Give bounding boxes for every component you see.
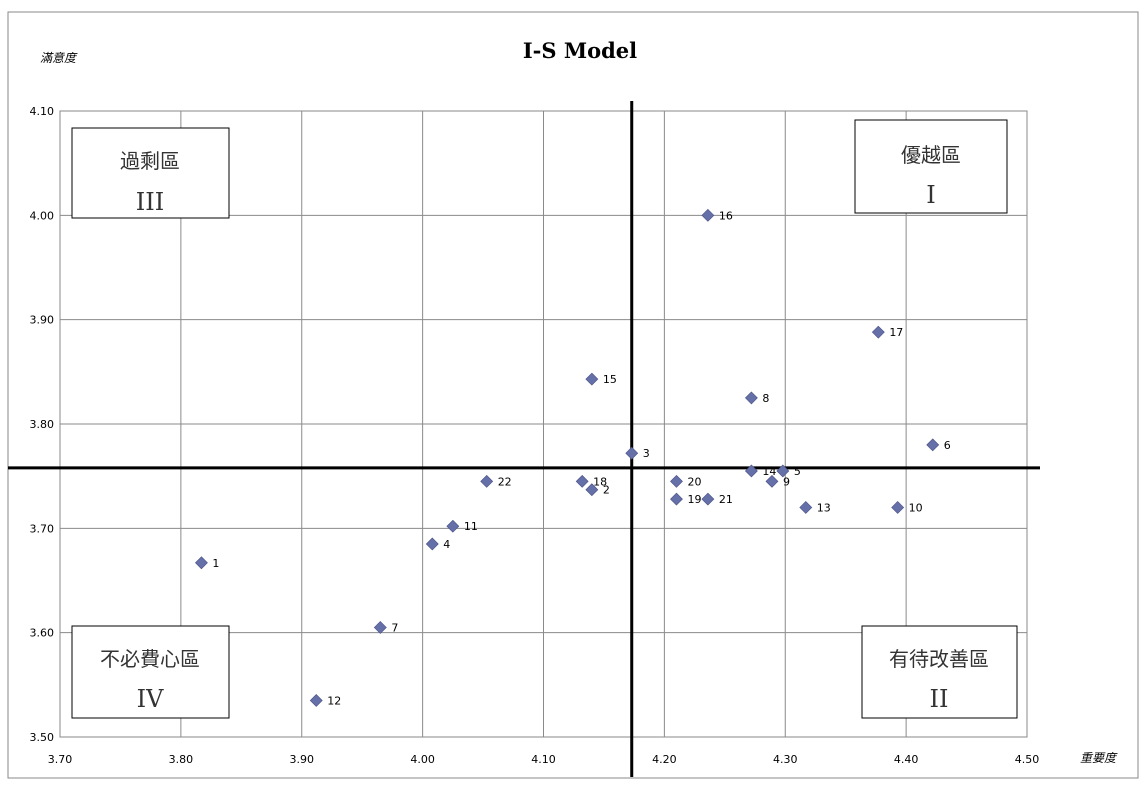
data-label-15: 15 [603, 373, 617, 386]
quadrant-name: 不必費心區 [100, 647, 200, 671]
data-point-9 [765, 474, 779, 488]
x-tick-label: 3.70 [48, 753, 73, 766]
x-tick-label: 4.10 [531, 753, 556, 766]
data-label-18: 18 [593, 475, 607, 488]
x-tick-label: 4.50 [1015, 753, 1040, 766]
data-label-16: 16 [719, 209, 733, 222]
data-point-11 [446, 519, 460, 533]
data-point-19 [670, 492, 683, 506]
data-label-14: 14 [762, 465, 776, 478]
x-tick-label: 4.20 [652, 753, 677, 766]
data-point-1 [194, 556, 208, 570]
data-label-19: 19 [687, 493, 701, 506]
data-point-8 [744, 391, 758, 405]
data-label-7: 7 [391, 621, 398, 634]
x-tick-label: 3.90 [290, 753, 315, 766]
y-axis-label: 滿意度 [40, 51, 78, 65]
data-label-5: 5 [794, 465, 801, 478]
x-tick-label: 4.40 [894, 753, 919, 766]
data-label-22: 22 [498, 475, 512, 488]
x-tick-label: 4.30 [773, 753, 798, 766]
quadrant-box-unnecessary: 不必費心區 IV [71, 625, 230, 719]
quadrant-name: 有待改善區 [889, 647, 989, 671]
data-point-16 [701, 208, 715, 222]
data-label-9: 9 [783, 475, 790, 488]
y-tick-label: 3.70 [30, 522, 55, 535]
y-tick-label: 4.10 [30, 105, 55, 118]
x-axis-label: 重要度 [1080, 751, 1118, 765]
data-point-14 [744, 464, 758, 478]
data-label-8: 8 [762, 392, 769, 405]
data-point-18 [575, 474, 589, 488]
quadrant-numeral: IV [137, 685, 164, 713]
data-label-12: 12 [327, 694, 341, 707]
data-label-20: 20 [687, 475, 701, 488]
x-tick-labels: 3.70 3.80 3.90 4.00 4.10 4.20 4.30 4.40 4.50 [48, 753, 1040, 766]
data-point-7 [373, 621, 387, 634]
data-point-22 [480, 474, 494, 488]
y-tick-label: 3.90 [30, 314, 55, 327]
quadrant-numeral: II [930, 685, 949, 713]
data-point-13 [799, 501, 813, 514]
x-tick-label: 4.00 [410, 753, 435, 766]
data-label-10: 10 [909, 501, 923, 514]
data-point-20 [670, 474, 683, 488]
data-point-21 [701, 492, 715, 506]
quadrant-box-improve: 有待改善區 II [861, 625, 1018, 719]
data-point-5 [776, 464, 790, 478]
data-label-1: 1 [212, 557, 219, 570]
quadrant-box-superior: 優越區 I [854, 119, 1008, 214]
data-label-6: 6 [944, 439, 951, 452]
data-label-4: 4 [443, 538, 450, 551]
quadrant-box-excess: 過剩區 III [71, 127, 230, 219]
data-label-3: 3 [643, 447, 650, 460]
data-label-2: 2 [603, 484, 610, 497]
data-point-10 [891, 501, 905, 514]
quadrant-name: 過剩區 [120, 149, 180, 173]
data-point-4 [425, 537, 439, 551]
quadrant-numeral: I [926, 181, 935, 209]
quadrant-name: 優越區 [901, 143, 961, 167]
y-tick-label: 3.50 [30, 731, 55, 744]
data-point-12 [309, 694, 323, 707]
data-point-2 [585, 483, 599, 497]
data-point-17 [871, 325, 885, 339]
data-label-17: 17 [889, 326, 903, 339]
data-label-11: 11 [464, 520, 478, 533]
quadrant-numeral: III [136, 188, 164, 216]
y-tick-label: 4.00 [30, 209, 55, 222]
data-point-6 [926, 438, 940, 452]
x-tick-label: 3.80 [169, 753, 194, 766]
y-tick-label: 3.80 [30, 418, 55, 431]
y-tick-label: 3.60 [30, 627, 55, 640]
data-point-15 [585, 372, 599, 386]
y-tick-labels: 3.50 3.60 3.70 3.80 3.90 4.00 4.10 [30, 105, 55, 744]
data-label-21: 21 [719, 493, 733, 506]
data-label-13: 13 [817, 501, 831, 514]
chart-title: I-S Model [523, 38, 637, 63]
data-point-3 [625, 446, 639, 460]
